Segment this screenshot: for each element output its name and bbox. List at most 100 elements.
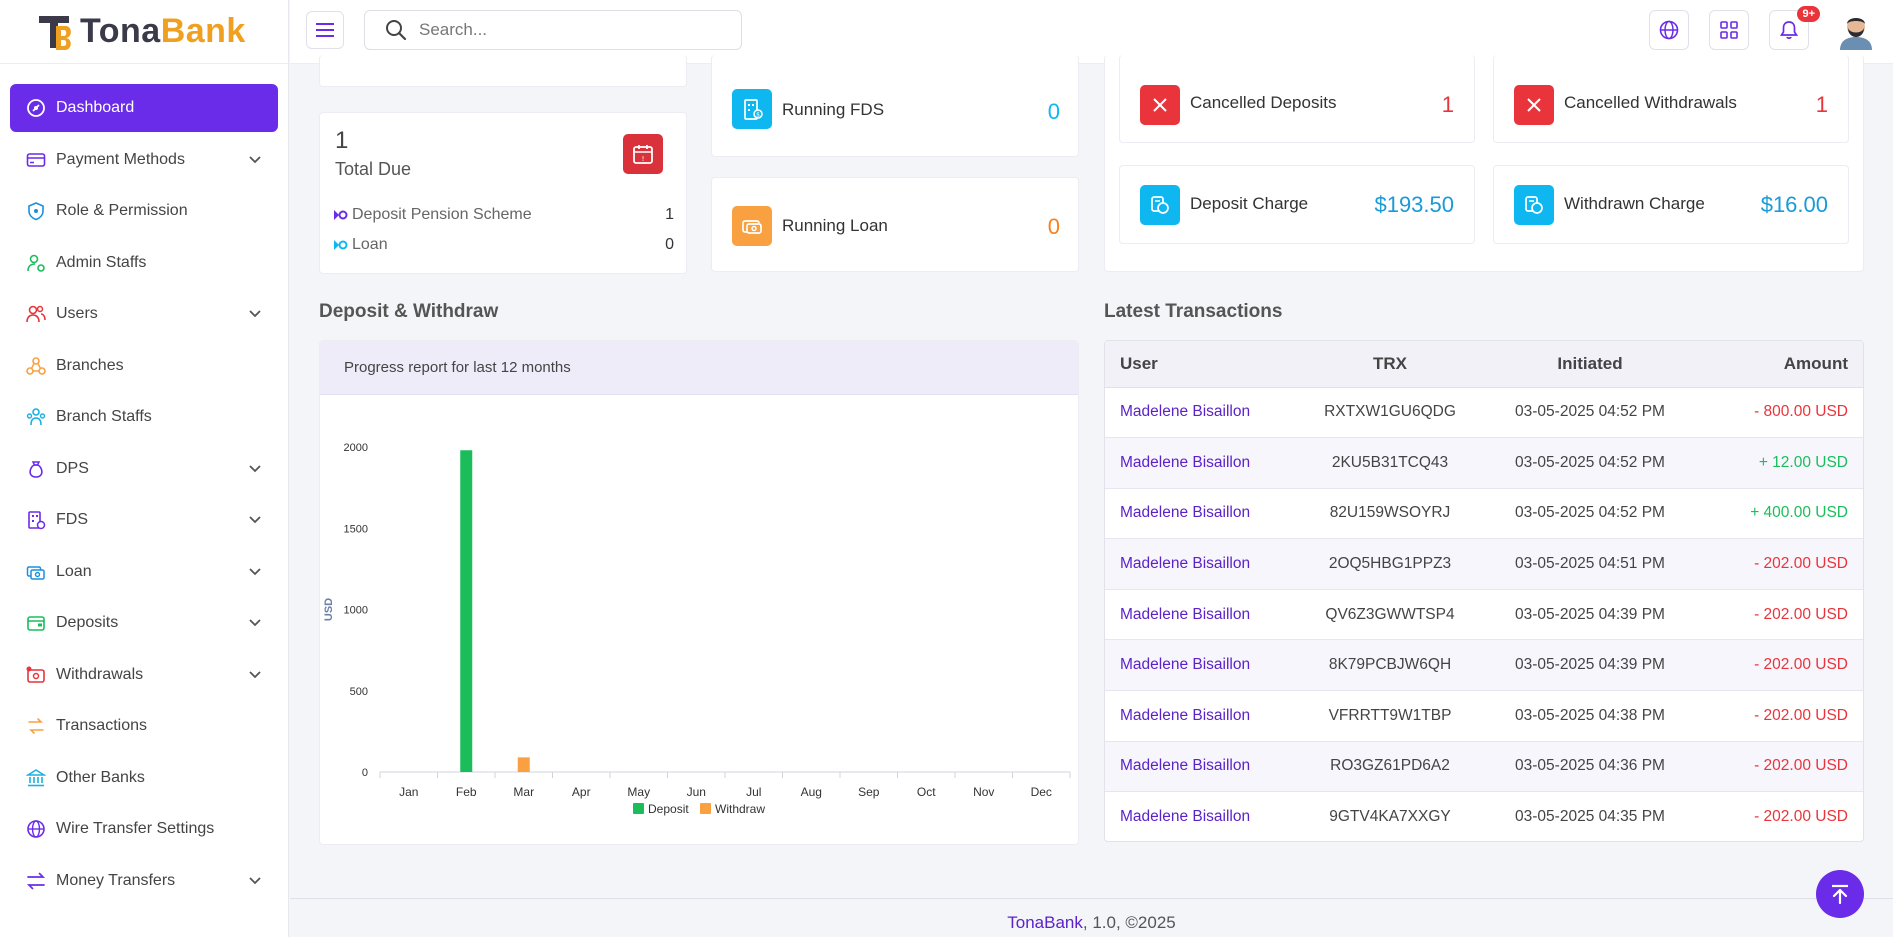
x-tick-label: Apr: [572, 785, 591, 799]
scroll-to-top-button[interactable]: [1816, 870, 1864, 918]
sidebar-item-role-permission[interactable]: Role & Permission: [10, 187, 278, 235]
cell-initiated: 03-05-2025 04:52 PM: [1480, 488, 1700, 540]
sidebar-item-admin-staffs[interactable]: Admin Staffs: [10, 239, 278, 287]
cell-trx: QV6Z3GWWTSP4: [1300, 589, 1480, 641]
cell-user-link[interactable]: Madelene Bisaillon: [1105, 690, 1300, 742]
cell-initiated: 03-05-2025 04:39 PM: [1480, 639, 1700, 692]
sidebar-item-money-transfers[interactable]: Money Transfers: [10, 857, 278, 905]
menu-toggle-button[interactable]: [306, 11, 344, 49]
footer-brand-link[interactable]: TonaBank: [1007, 913, 1083, 932]
sidebar-item-branch-staffs[interactable]: Branch Staffs: [10, 393, 278, 441]
avatar[interactable]: [1836, 10, 1876, 50]
legend-label-withdraw: Withdraw: [715, 802, 765, 816]
sidebar: TonaBank Dashboard Payment Methods Role & …: [0, 0, 289, 937]
sidebar-item-label: Users: [56, 305, 98, 322]
search-icon: [386, 20, 407, 41]
due-row-label: Loan: [352, 236, 388, 253]
header-user: User: [1105, 341, 1300, 388]
bullet-icon: [334, 210, 348, 220]
bar-deposit-feb: [460, 450, 473, 772]
x-tick-label: May: [627, 785, 650, 799]
x-tick-label: Mar: [513, 785, 534, 799]
sidebar-item-label: Deposits: [56, 614, 119, 631]
cell-user-link[interactable]: Madelene Bisaillon: [1105, 488, 1300, 540]
svg-text:!: !: [642, 155, 645, 163]
sidebar-item-label: Admin Staffs: [56, 253, 147, 271]
withdrawn-charge-label: Withdrawn Charge: [1564, 194, 1705, 213]
cell-user-link[interactable]: Madelene Bisaillon: [1105, 538, 1300, 590]
sidebar-item-fds[interactable]: FDS: [10, 496, 278, 544]
arrow-up-icon: [1832, 884, 1848, 905]
bar-withdraw-mar: [517, 757, 530, 772]
cancelled-deposits-label: Cancelled Deposits: [1190, 93, 1337, 112]
cell-trx: 2KU5B31TCQ43: [1300, 437, 1480, 489]
sidebar-item-dps[interactable]: DPS: [10, 445, 278, 493]
sidebar-item-transactions[interactable]: Transactions: [10, 702, 278, 750]
y-tick-label: 1500: [344, 523, 368, 535]
withdraw-icon: [26, 665, 46, 685]
cell-user-link[interactable]: Madelene Bisaillon: [1105, 639, 1300, 692]
sidebar-item-label: Dashboard: [56, 99, 135, 116]
sidebar-item-label: Other Banks: [56, 768, 145, 786]
x-tick-label: Sep: [858, 785, 880, 799]
sidebar-item-other-banks[interactable]: Other Banks: [10, 754, 278, 802]
close-icon: [1140, 85, 1180, 125]
cell-user-link[interactable]: Madelene Bisaillon: [1105, 387, 1300, 439]
due-row-value: 0: [665, 236, 674, 253]
cell-user-link[interactable]: Madelene Bisaillon: [1105, 437, 1300, 489]
exchange-icon: [26, 716, 46, 736]
sidebar-item-payment-methods[interactable]: Payment Methods: [10, 136, 278, 184]
sidebar-item-label: Transactions: [56, 717, 147, 734]
cell-initiated: 03-05-2025 04:35 PM: [1480, 791, 1700, 841]
footer-version: , 1.0, ©2025: [1082, 913, 1176, 932]
sidebar-item-loan[interactable]: Loan: [10, 548, 278, 596]
x-tick-label: Jun: [687, 785, 706, 799]
logo[interactable]: TonaBank: [0, 0, 288, 64]
transactions-section-title: Latest Transactions: [1104, 301, 1283, 322]
notification-badge: 9+: [1797, 6, 1820, 22]
cell-initiated: 03-05-2025 04:36 PM: [1480, 741, 1700, 793]
sidebar-item-dashboard[interactable]: Dashboard: [10, 84, 278, 132]
deposit-charge-label: Deposit Charge: [1190, 194, 1309, 213]
running-loan-card: Running Loan 0: [711, 177, 1079, 272]
table-row: Madelene Bisaillon RXTXW1GU6QDG 03-05-2025…: [1105, 387, 1863, 439]
sidebar-item-withdrawals[interactable]: Withdrawals: [10, 651, 278, 699]
hamburger-icon: [316, 23, 334, 37]
sidebar-item-deposits[interactable]: Deposits: [10, 599, 278, 647]
chevron-down-icon: [248, 874, 262, 888]
cell-user-link[interactable]: Madelene Bisaillon: [1105, 589, 1300, 641]
table-row: Madelene Bisaillon 9GTV4KA7XXGY 03-05-2025…: [1105, 791, 1863, 841]
search-input[interactable]: [419, 20, 719, 40]
chevron-down-icon: [248, 616, 262, 630]
cell-user-link[interactable]: Madelene Bisaillon: [1105, 741, 1300, 793]
sidebar-item-wire-transfer-settings[interactable]: Wire Transfer Settings: [10, 805, 278, 853]
sidebar-item-users[interactable]: Users: [10, 290, 278, 338]
apps-button[interactable]: [1709, 10, 1749, 50]
footer: TonaBank, 1.0, ©2025: [290, 898, 1893, 937]
due-row-label: Deposit Pension Scheme: [352, 206, 532, 223]
cell-trx: 9GTV4KA7XXGY: [1300, 791, 1480, 841]
sidebar-item-label: Money Transfers: [56, 871, 176, 889]
search-box: [364, 10, 742, 50]
cancelled-deposits-card: Cancelled Deposits 1: [1119, 55, 1475, 143]
cell-amount: - 202.00 USD: [1700, 639, 1863, 692]
cell-user-link[interactable]: Madelene Bisaillon: [1105, 791, 1300, 841]
building-icon: [26, 510, 46, 530]
running-fds-label: Running FDS: [782, 100, 885, 119]
bank-icon: [26, 768, 46, 788]
x-tick-label: Aug: [801, 785, 822, 799]
chevron-down-icon: [248, 668, 262, 682]
sidebar-item-branches[interactable]: Branches: [10, 342, 278, 390]
x-tick-label: Dec: [1031, 785, 1052, 799]
due-row-value: 1: [665, 206, 674, 223]
legend-label-deposit: Deposit: [648, 802, 689, 816]
header-amount: Amount: [1700, 341, 1863, 388]
sidebar-item-label: Branches: [56, 356, 124, 374]
language-button[interactable]: [1649, 10, 1689, 50]
staff-icon: [26, 407, 46, 427]
cell-trx: 2OQ5HBG1PPZ3: [1300, 538, 1480, 590]
sidebar-item-label: Role & Permission: [56, 202, 188, 219]
cell-trx: RXTXW1GU6QDG: [1300, 387, 1480, 439]
logo-mark-icon: [36, 12, 74, 52]
notifications-button[interactable]: 9+: [1769, 6, 1820, 50]
